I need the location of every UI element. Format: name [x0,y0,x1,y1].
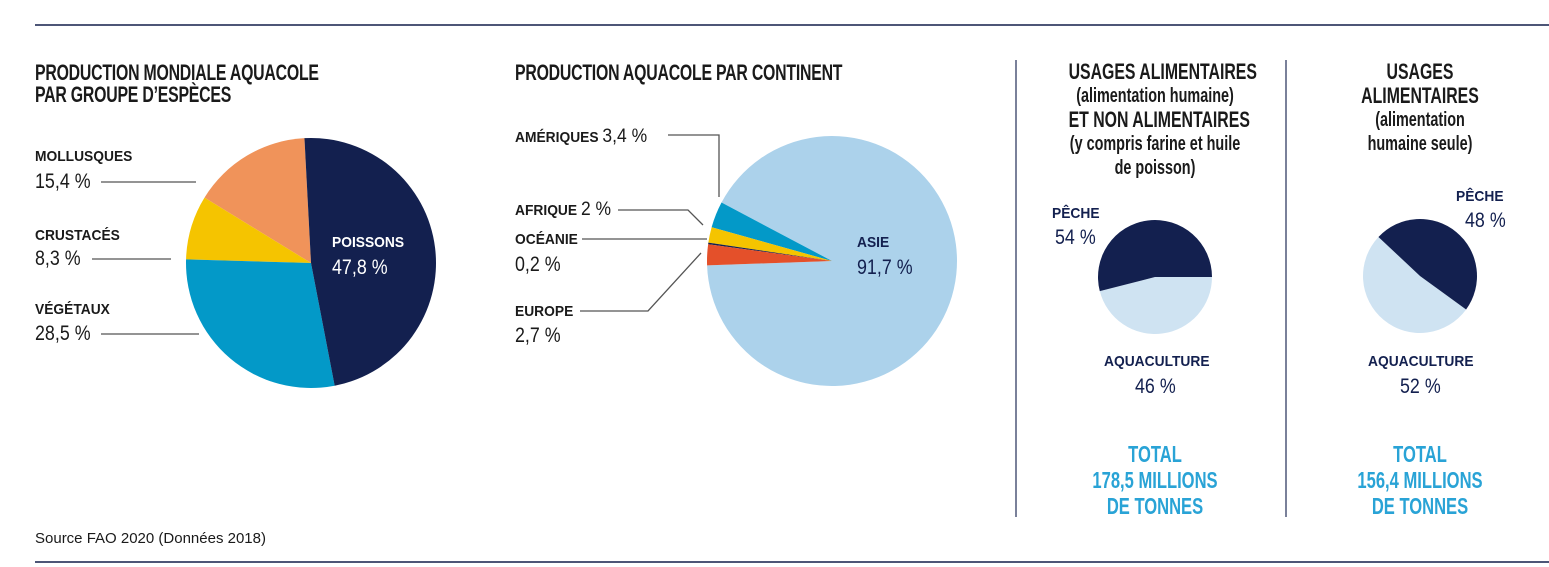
label-europe: EUROPE [515,303,574,320]
divider [1285,60,1287,517]
label-mollusques: MOLLUSQUES [35,148,133,165]
title-line: ALIMENTAIRES [1361,83,1479,108]
value: 3,4 % [602,126,648,147]
title-line: (y compris farine et huile [1069,133,1241,155]
chart4-title: USAGES ALIMENTAIRES (alimentation humain… [1334,60,1507,156]
label-peche: PÊCHE [1052,205,1100,222]
label-oceanie: OCÉANIE [515,231,578,248]
label-aquaculture: AQUACULTURE [1368,353,1474,370]
value-vegetaux: 28,5 % [35,322,91,345]
pie-slice-peche [1378,218,1478,310]
total-line: TOTAL [1128,441,1182,467]
value-asie: 91,7 % [857,256,913,279]
pie-slice-asie [707,135,957,386]
title-line: de poisson) [1114,157,1196,179]
total-line: TOTAL [1393,441,1447,467]
value-poissons: 47,8 % [332,256,388,279]
label-asie: ASIE [857,234,890,251]
source-note: Source FAO 2020 (Données 2018) [35,530,266,547]
title-line: PAR GROUPE D’ESPÈCES [35,82,232,107]
top-rule [35,24,1549,26]
chart3-title: USAGES ALIMENTAIRES (alimentation humain… [1068,59,1257,180]
label-poissons: POISSONS [332,234,405,251]
label-crustaces: CRUSTACÉS [35,227,120,244]
value: 2 % [580,199,612,220]
category: AMÉRIQUES [515,129,599,146]
chart2-title: PRODUCTION AQUACOLE PAR CONTINENT [515,60,843,85]
value-aquaculture: 52 % [1400,375,1441,398]
value-crustaces: 8,3 % [35,247,81,270]
value-europe: 2,7 % [515,324,561,347]
total-line: 156,4 MILLIONS [1357,467,1483,493]
pie-slice-crustaces [186,197,311,263]
title-line: ET NON ALIMENTAIRES [1068,107,1250,132]
chart1-title: PRODUCTION MONDIALE AQUACOLE PAR GROUPE … [35,62,319,106]
pie-slice-afrique [708,227,832,261]
pie-slice-aquaculture [1363,236,1467,333]
label-afrique: AFRIQUE 2 % [515,199,612,220]
category: AFRIQUE [515,202,578,219]
title-line: USAGES ALIMENTAIRES [1068,59,1257,84]
title-line: PRODUCTION MONDIALE AQUACOLE [35,60,319,85]
title-line: USAGES [1386,59,1454,84]
pie-slice-aquaculture [1099,277,1212,335]
pie-slice-europe [707,244,832,266]
bottom-rule [35,561,1549,563]
title-line: (alimentation humaine) [1076,85,1234,107]
total-156: TOTAL 156,4 MILLIONS DE TONNES [1348,441,1492,519]
title-line: humaine seule) [1367,133,1473,155]
label-ameriques: AMÉRIQUES 3,4 % [515,126,648,147]
total-line: 178,5 MILLIONS [1092,467,1218,493]
pie-slice-ameriques [711,202,832,261]
label-aquaculture: AQUACULTURE [1104,353,1210,370]
total-line: DE TONNES [1371,493,1469,519]
value-peche: 48 % [1465,209,1506,232]
pie-slice-peche [1098,220,1212,292]
pie-slice-oceanie [708,242,832,261]
value-aquaculture: 46 % [1135,375,1176,398]
total-178: TOTAL 178,5 MILLIONS DE TONNES [1083,441,1227,519]
value-peche: 54 % [1055,226,1096,249]
leader-line [580,252,702,312]
leader-line [668,134,720,197]
value-oceanie: 0,2 % [515,253,561,276]
title-line: (alimentation [1375,109,1465,131]
label-peche: PÊCHE [1456,188,1504,205]
total-line: DE TONNES [1106,493,1204,519]
pie-slice-mollusques [204,138,311,263]
leader-line [618,209,704,226]
pie-slice-poissons [304,138,436,386]
divider [1015,60,1017,517]
label-vegetaux: VÉGÉTAUX [35,301,110,318]
pie-slice-vegetaux [186,259,335,388]
value-mollusques: 15,4 % [35,170,91,193]
